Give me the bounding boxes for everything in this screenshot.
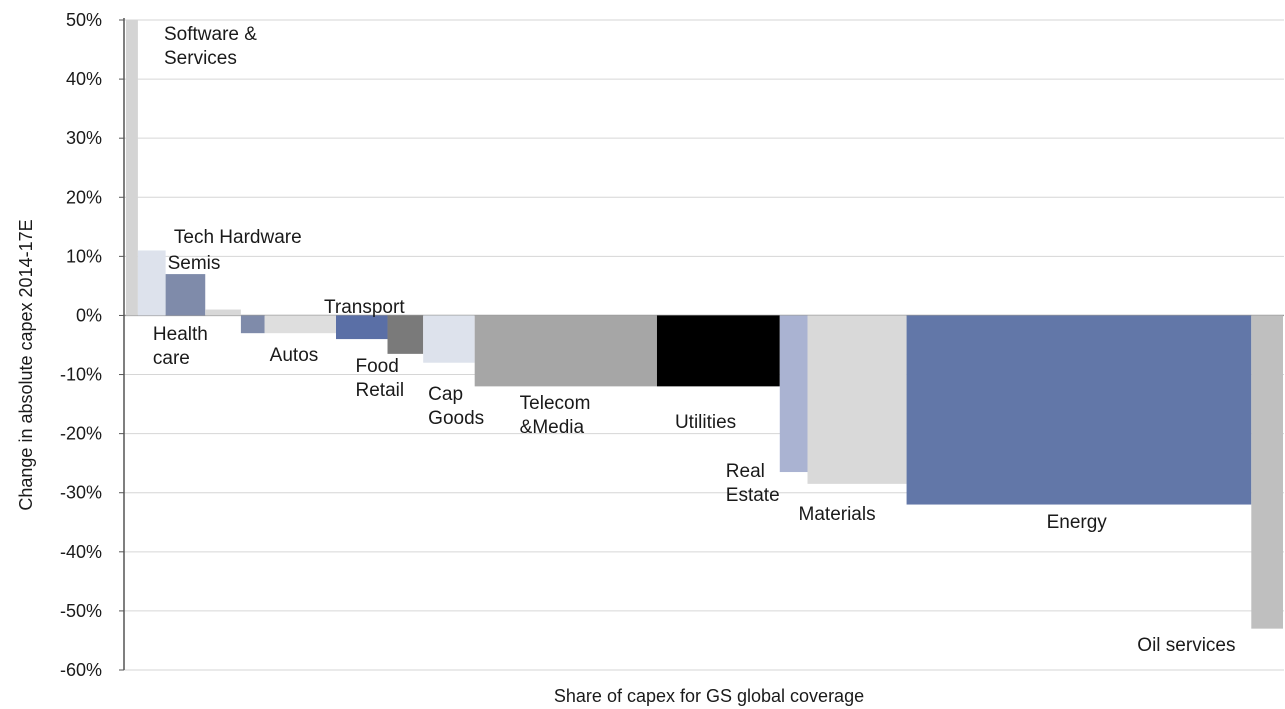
- bar-real-estate: [779, 315, 808, 473]
- bar-label-line: Services: [164, 48, 237, 69]
- bar-health-care: [240, 315, 265, 334]
- bar-health-care-upper: [205, 309, 241, 316]
- bar-label-line: Estate: [726, 485, 780, 506]
- bar-label-line: Utilities: [675, 412, 736, 433]
- bar-label-line: Cap: [428, 384, 463, 405]
- bar-label-line: Telecom: [520, 393, 591, 414]
- bar-semis: [165, 274, 206, 316]
- bar-label: Materials: [799, 504, 876, 525]
- bar-labels: Software & Services Tech Hardware Semis Heal…: [153, 24, 1236, 656]
- y-tick-label: 20%: [66, 187, 102, 207]
- y-tick-label: 40%: [66, 69, 102, 89]
- y-tick-label: -50%: [60, 601, 102, 621]
- bar-label: Utilities: [675, 412, 736, 433]
- bar-tech-hardware: [137, 250, 166, 316]
- bar-label-line: Tech Hardware: [174, 227, 302, 248]
- bar-label: Cap Goods: [428, 384, 484, 429]
- bar-materials: [807, 315, 907, 484]
- y-tick-label: 30%: [66, 128, 102, 148]
- y-tick-label: -40%: [60, 542, 102, 562]
- bar-utilities: [656, 315, 780, 387]
- y-tick-label: 10%: [66, 246, 102, 266]
- y-tick-labels: 50% 40% 30% 20% 10% 0% -10% -20% -30% -40% -50% -60…: [60, 10, 124, 680]
- x-axis-title: Share of capex for GS global coverage: [554, 686, 864, 706]
- y-tick-label: -10%: [60, 365, 102, 385]
- bar-label-line: care: [153, 348, 190, 369]
- bar-label: Transport: [324, 297, 405, 318]
- bar-label-line: Retail: [356, 380, 405, 401]
- bar-label-line: Transport: [324, 297, 405, 318]
- bar-label-line: Goods: [428, 408, 484, 429]
- bar-label-line: Autos: [270, 345, 319, 366]
- bar-label: Semis: [168, 253, 221, 274]
- bar-label: Energy: [1047, 512, 1108, 533]
- y-axis-title: Change in absolute capex 2014-17E: [16, 219, 36, 510]
- y-tick-label: 0%: [76, 305, 102, 325]
- bar-label: Autos: [270, 345, 319, 366]
- bar-telecom-media: [474, 315, 657, 387]
- bar-label: Telecom &Media: [520, 393, 591, 438]
- bar-label-line: Oil services: [1137, 635, 1235, 656]
- bar-energy: [906, 315, 1252, 505]
- bar-label-line: Health: [153, 324, 208, 345]
- y-tick-label: -30%: [60, 483, 102, 503]
- bar-label: Health care: [153, 324, 208, 369]
- bar-label-line: Materials: [799, 504, 876, 525]
- bar-autos: [264, 315, 337, 334]
- bar-label-line: Semis: [168, 253, 221, 274]
- bar-transport: [336, 315, 388, 340]
- bar-label-line: &Media: [520, 417, 585, 438]
- bar-label: Tech Hardware: [174, 227, 302, 248]
- bar-oil-services: [1251, 315, 1283, 629]
- bar-label-line: Food: [356, 356, 399, 377]
- bar-food-retail: [387, 315, 424, 354]
- y-tick-label: -60%: [60, 660, 102, 680]
- bar-label: Food Retail: [356, 356, 405, 401]
- bar-cap-goods: [423, 315, 475, 363]
- bar-label: Software & Services: [164, 24, 257, 69]
- bar-label-line: Software &: [164, 24, 257, 45]
- bar-label-line: Real: [726, 461, 765, 482]
- bars: [126, 20, 1283, 629]
- bar-label: Oil services: [1137, 635, 1235, 656]
- bar-label: Real Estate: [726, 461, 780, 506]
- y-tick-label: 50%: [66, 10, 102, 30]
- bar-software-services: [126, 20, 138, 316]
- bar-label-line: Energy: [1047, 512, 1108, 533]
- y-tick-label: -20%: [60, 424, 102, 444]
